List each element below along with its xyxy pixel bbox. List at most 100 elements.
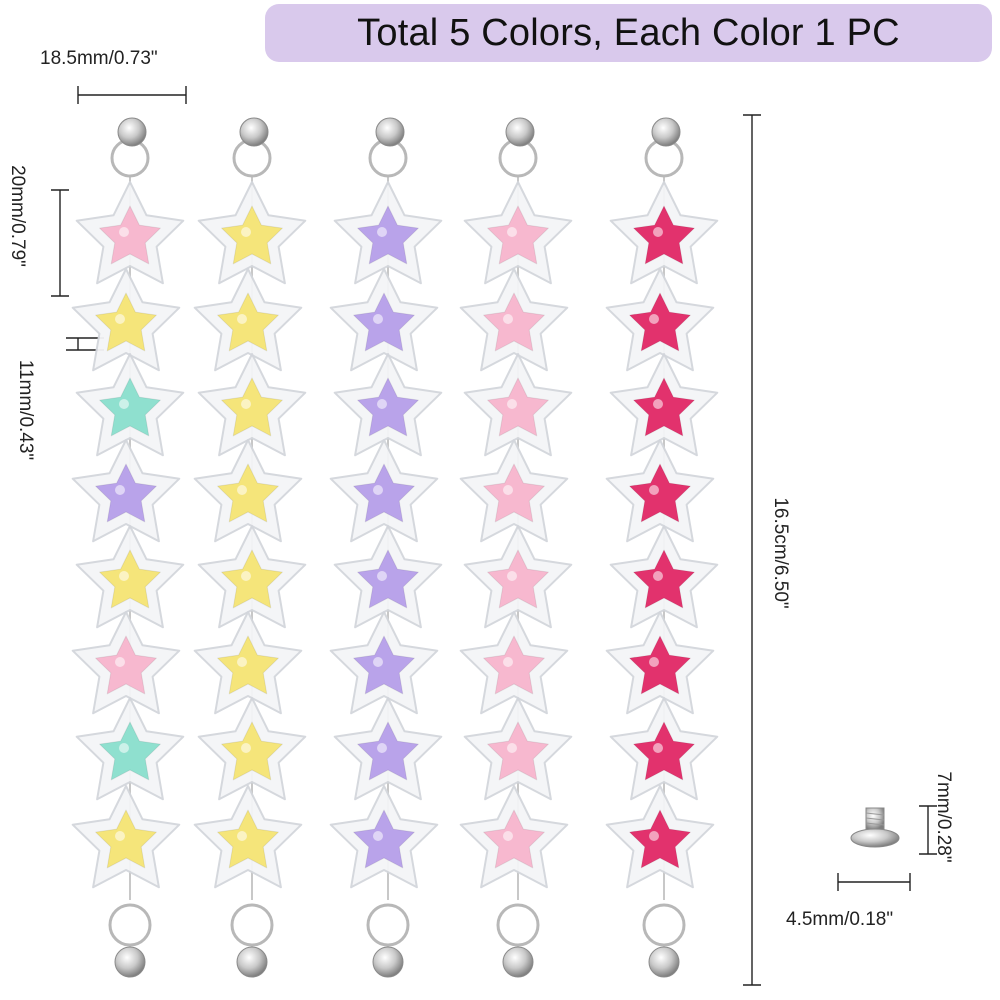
bottom-ball-icon xyxy=(114,946,146,978)
star-highlight xyxy=(503,657,513,667)
chain-purple xyxy=(329,117,443,978)
colored-star-icon xyxy=(99,549,161,609)
star-highlight xyxy=(377,571,387,581)
star-highlight xyxy=(237,657,247,667)
colored-star-icon xyxy=(487,549,549,609)
star-highlight xyxy=(507,399,517,409)
star-highlight xyxy=(119,571,129,581)
star-highlight xyxy=(373,831,383,841)
star-highlight xyxy=(237,831,247,841)
colored-star-icon xyxy=(483,635,545,695)
title-banner: Total 5 Colors, Each Color 1 PC xyxy=(265,4,992,62)
star-highlight xyxy=(649,485,659,495)
star-highlight xyxy=(241,571,251,581)
star-highlight xyxy=(373,314,383,324)
colored-star-icon xyxy=(353,635,415,695)
star-highlight xyxy=(119,743,129,753)
colored-star-icon xyxy=(217,463,279,523)
top-ball-icon xyxy=(651,117,681,147)
star-highlight xyxy=(115,314,125,324)
colored-star-icon xyxy=(221,205,283,265)
colored-star-icon xyxy=(629,635,691,695)
bottom-ball-icon xyxy=(372,946,404,978)
colored-star-icon xyxy=(353,809,415,869)
colored-star-icon xyxy=(99,205,161,265)
bottom-ball-icon xyxy=(236,946,268,978)
top-ball-icon xyxy=(117,117,147,147)
star-highlight xyxy=(237,485,247,495)
star-highlight xyxy=(653,399,663,409)
chain-yellow xyxy=(193,117,307,978)
top-ball-icon xyxy=(375,117,405,147)
bottom-ring-icon xyxy=(642,903,686,947)
colored-star-icon xyxy=(95,292,157,352)
star-highlight xyxy=(373,485,383,495)
star-highlight xyxy=(649,314,659,324)
colored-star-icon xyxy=(483,292,545,352)
colored-star-icon xyxy=(357,721,419,781)
star-highlight xyxy=(115,831,125,841)
star-highlight xyxy=(241,743,251,753)
star-highlight xyxy=(649,657,659,667)
star-highlight xyxy=(653,227,663,237)
star-height-label: 20mm/0.79" xyxy=(7,165,28,267)
banner-text: Total 5 Colors, Each Color 1 PC xyxy=(357,11,900,54)
colored-star-icon xyxy=(99,377,161,437)
star-highlight xyxy=(507,571,517,581)
colored-star-icon xyxy=(633,205,695,265)
bottom-ring-icon xyxy=(366,903,410,947)
star-highlight xyxy=(377,399,387,409)
colored-star-icon xyxy=(487,205,549,265)
screw-icon xyxy=(850,807,900,848)
star-highlight xyxy=(653,571,663,581)
colored-star-icon xyxy=(357,377,419,437)
colored-star-icon xyxy=(633,721,695,781)
colored-star-icon xyxy=(353,463,415,523)
star-highlight xyxy=(507,743,517,753)
colored-star-icon xyxy=(629,463,691,523)
chain-mixed xyxy=(71,117,185,978)
colored-star-icon xyxy=(221,721,283,781)
star-highlight xyxy=(503,485,513,495)
colored-star-icon xyxy=(95,463,157,523)
colored-star-icon xyxy=(633,377,695,437)
colored-star-icon xyxy=(629,809,691,869)
colored-star-icon xyxy=(357,549,419,609)
colored-star-icon xyxy=(217,809,279,869)
star-highlight xyxy=(377,227,387,237)
colored-star-icon xyxy=(633,549,695,609)
star-highlight xyxy=(653,743,663,753)
star-highlight xyxy=(649,831,659,841)
bottom-ring-icon xyxy=(108,903,152,947)
chain-rose xyxy=(605,117,719,978)
star-highlight xyxy=(115,485,125,495)
gap-label: 11mm/0.43" xyxy=(15,359,36,461)
colored-star-icon xyxy=(221,549,283,609)
colored-star-icon xyxy=(221,377,283,437)
screw-width-label: 4.5mm/0.18" xyxy=(786,909,894,930)
star-highlight xyxy=(377,743,387,753)
colored-star-icon xyxy=(95,635,157,695)
colored-star-icon xyxy=(357,205,419,265)
colored-star-icon xyxy=(217,292,279,352)
top-ball-icon xyxy=(505,117,535,147)
star-highlight xyxy=(119,227,129,237)
colored-star-icon xyxy=(483,809,545,869)
colored-star-icon xyxy=(487,721,549,781)
star-highlight xyxy=(119,399,129,409)
bottom-ball-icon xyxy=(648,946,680,978)
screw-height-label: 7mm/0.28" xyxy=(933,771,954,863)
star-highlight xyxy=(237,314,247,324)
bracelet-chains xyxy=(71,117,719,978)
bottom-ball-icon xyxy=(502,946,534,978)
colored-star-icon xyxy=(99,721,161,781)
ring-width-label: 18.5mm/0.73" xyxy=(40,48,158,69)
colored-star-icon xyxy=(95,809,157,869)
colored-star-icon xyxy=(217,635,279,695)
total-length-label: 16.5cm/6.50" xyxy=(770,497,791,609)
star-highlight xyxy=(503,314,513,324)
star-highlight xyxy=(241,227,251,237)
colored-star-icon xyxy=(353,292,415,352)
star-highlight xyxy=(507,227,517,237)
